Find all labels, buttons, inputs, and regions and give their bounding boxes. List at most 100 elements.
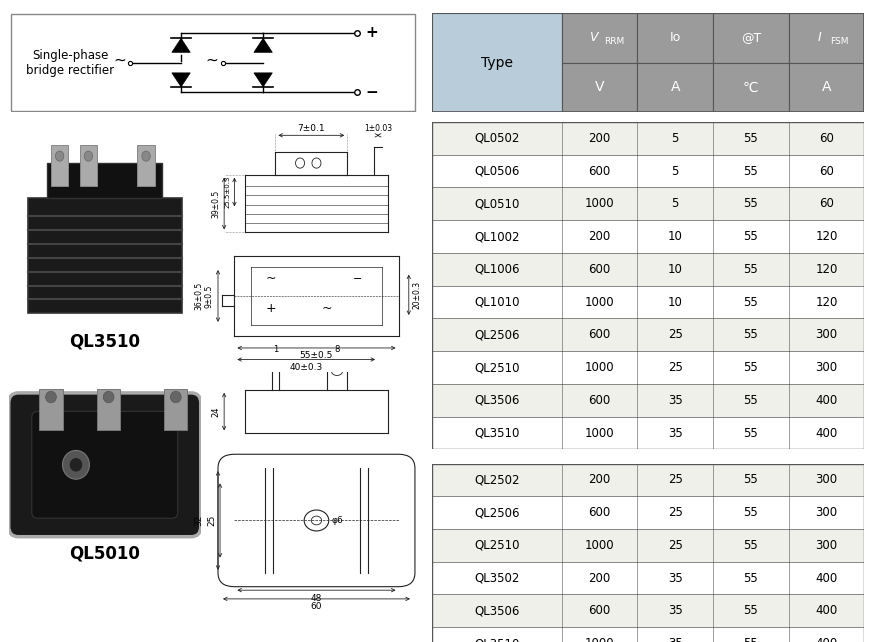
Text: QL2510: QL2510 (474, 361, 519, 374)
Text: 35: 35 (668, 394, 683, 407)
Text: 600: 600 (588, 506, 611, 519)
Bar (637, 13, 713, 63)
Text: A: A (670, 80, 680, 94)
Text: I: I (818, 31, 821, 44)
Bar (637, 63, 713, 112)
Circle shape (170, 391, 182, 403)
Text: 5: 5 (671, 197, 679, 211)
Circle shape (331, 366, 343, 376)
Text: 10: 10 (668, 295, 683, 309)
Text: QL2506: QL2506 (474, 506, 519, 519)
Text: 55: 55 (744, 132, 759, 145)
Text: 1: 1 (272, 345, 278, 354)
Text: 5: 5 (671, 164, 679, 178)
Text: QL2502: QL2502 (474, 473, 519, 487)
Circle shape (296, 158, 305, 168)
Text: 600: 600 (588, 328, 611, 342)
Text: 55: 55 (744, 473, 759, 487)
Text: 35: 35 (668, 637, 683, 642)
Text: 1000: 1000 (585, 637, 615, 642)
Text: 1000: 1000 (585, 361, 615, 374)
Bar (79, 144, 97, 186)
Text: 55: 55 (744, 426, 759, 440)
Text: 39±0.5: 39±0.5 (211, 189, 220, 218)
Text: QL3506: QL3506 (474, 394, 519, 407)
Text: QL1010: QL1010 (474, 295, 519, 309)
FancyBboxPatch shape (218, 455, 415, 587)
Bar (164, 389, 188, 430)
Text: 60: 60 (819, 164, 834, 178)
Polygon shape (254, 73, 272, 87)
Text: 20±0.3: 20±0.3 (413, 281, 422, 309)
Circle shape (141, 151, 150, 161)
Polygon shape (254, 39, 272, 52)
Bar (562, 13, 637, 63)
Text: 55±0.5: 55±0.5 (299, 351, 333, 360)
Text: 1000: 1000 (585, 295, 615, 309)
Text: 24: 24 (211, 406, 220, 417)
Bar (432, 464, 864, 496)
Text: 55: 55 (744, 394, 759, 407)
Text: 36±0.5: 36±0.5 (195, 282, 203, 310)
Text: QL3510: QL3510 (474, 426, 519, 440)
Bar (39, 389, 63, 430)
Bar (432, 384, 864, 417)
Text: 25: 25 (668, 539, 683, 552)
Text: 60: 60 (819, 132, 834, 145)
FancyBboxPatch shape (31, 412, 178, 518)
Text: 400: 400 (815, 637, 837, 642)
Text: 600: 600 (588, 164, 611, 178)
Text: 120: 120 (815, 263, 838, 276)
Circle shape (45, 391, 57, 403)
Text: 35: 35 (668, 571, 683, 585)
Bar (432, 253, 864, 286)
Polygon shape (172, 73, 190, 87)
Text: 35: 35 (668, 604, 683, 618)
Text: 7±0.1: 7±0.1 (298, 123, 325, 132)
Bar (432, 562, 864, 594)
Text: 25: 25 (668, 328, 683, 342)
Bar (432, 286, 864, 318)
Text: 300: 300 (815, 539, 837, 552)
Text: 9±0.5: 9±0.5 (205, 284, 214, 308)
Text: QL3510: QL3510 (474, 637, 519, 642)
Text: QL3510: QL3510 (69, 332, 141, 350)
Text: 55: 55 (744, 295, 759, 309)
Text: 5: 5 (671, 132, 679, 145)
Text: 55: 55 (744, 328, 759, 342)
Bar (432, 187, 864, 220)
Text: 10: 10 (668, 230, 683, 243)
Circle shape (63, 451, 89, 479)
Text: 10: 10 (668, 263, 683, 276)
Text: V: V (595, 80, 604, 94)
Text: 400: 400 (815, 604, 837, 618)
Text: 55: 55 (744, 506, 759, 519)
Circle shape (304, 510, 329, 531)
Text: 1000: 1000 (585, 197, 615, 211)
Text: 1000: 1000 (585, 539, 615, 552)
Text: QL2506: QL2506 (474, 328, 519, 342)
Text: 300: 300 (815, 361, 837, 374)
Text: ℃: ℃ (743, 80, 759, 94)
Text: Io: Io (670, 31, 681, 44)
Bar (28, 198, 182, 313)
Text: RRM: RRM (605, 37, 625, 46)
Text: ~: ~ (321, 302, 332, 315)
Text: 600: 600 (588, 394, 611, 407)
Text: QL0510: QL0510 (474, 197, 519, 211)
Bar (432, 496, 864, 529)
Text: 48: 48 (311, 594, 322, 603)
Text: 300: 300 (815, 473, 837, 487)
Text: 55: 55 (744, 571, 759, 585)
Text: 55: 55 (744, 539, 759, 552)
Text: Type: Type (481, 56, 513, 69)
Circle shape (84, 151, 93, 161)
Text: 400: 400 (815, 394, 837, 407)
Text: 55: 55 (744, 164, 759, 178)
Text: 8: 8 (334, 345, 340, 354)
Text: 25.5±0.3: 25.5±0.3 (224, 176, 230, 208)
Text: 25: 25 (668, 506, 683, 519)
Text: 55: 55 (744, 197, 759, 211)
Text: 200: 200 (588, 473, 611, 487)
Text: 60: 60 (311, 602, 322, 611)
